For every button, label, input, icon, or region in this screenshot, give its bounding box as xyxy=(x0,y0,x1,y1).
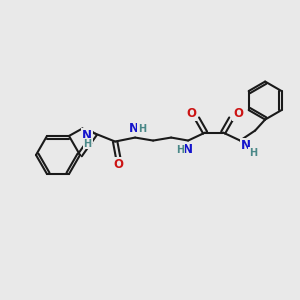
Text: H: H xyxy=(176,145,184,154)
Text: O: O xyxy=(186,107,196,120)
Text: O: O xyxy=(233,107,243,120)
Text: N: N xyxy=(82,129,92,142)
Text: H: H xyxy=(138,124,146,134)
Text: N: N xyxy=(241,139,251,152)
Text: H: H xyxy=(249,148,257,158)
Text: O: O xyxy=(113,158,123,171)
Text: H: H xyxy=(83,139,92,148)
Text: N: N xyxy=(183,143,193,156)
Text: N: N xyxy=(129,122,139,135)
